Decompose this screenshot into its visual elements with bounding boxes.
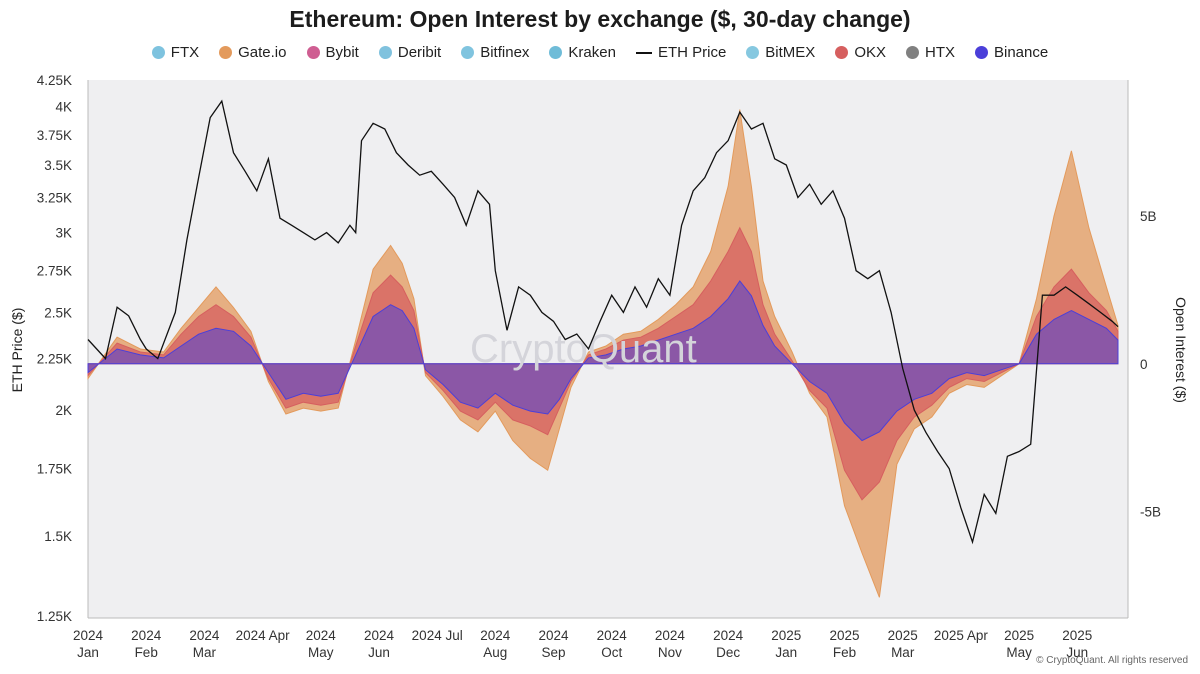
legend-label: Bitfinex bbox=[480, 44, 530, 61]
x-tick-month-label: Feb bbox=[135, 645, 158, 660]
dot-swatch-icon bbox=[835, 46, 849, 59]
dot-swatch-icon bbox=[378, 46, 392, 59]
legend-item-ftx[interactable]: FTX bbox=[151, 44, 200, 61]
left-tick-label: 2K bbox=[55, 403, 72, 418]
x-tick-label: 2025 Apr bbox=[934, 628, 989, 643]
legend-label: Gate.io bbox=[238, 44, 287, 61]
legend-item-bitmex[interactable]: BitMEX bbox=[746, 44, 815, 61]
left-tick-label: 2.5K bbox=[44, 305, 72, 320]
x-axis-ticks: 2024 Jan 2024 Feb 2024 Mar 2024 Apr 2024 May 2024… bbox=[73, 628, 1092, 660]
legend-label: Bybit bbox=[325, 44, 359, 61]
dot-swatch-icon bbox=[306, 46, 320, 59]
x-tick-month-label: Dec bbox=[716, 645, 740, 660]
left-tick-label: 1.75K bbox=[37, 462, 72, 477]
legend-item-binance[interactable]: Binance bbox=[975, 44, 1048, 61]
legend-item-htx[interactable]: HTX bbox=[906, 44, 955, 61]
dot-swatch-icon bbox=[549, 46, 563, 59]
x-tick-label: 2024 bbox=[306, 628, 337, 643]
x-tick-label: 2025 bbox=[1004, 628, 1034, 643]
left-tick-label: 3.25K bbox=[37, 191, 72, 206]
dot-swatch-icon bbox=[219, 46, 233, 59]
legend-label: BitMEX bbox=[765, 44, 816, 61]
legend-item-bitfinex[interactable]: Bitfinex bbox=[461, 44, 529, 61]
x-tick-month-label: Sep bbox=[541, 645, 565, 660]
left-tick-label: 2.75K bbox=[37, 264, 72, 279]
legend-item-okx[interactable]: OKX bbox=[835, 44, 886, 61]
legend-item-gate-io[interactable]: Gate.io bbox=[219, 44, 287, 61]
x-tick-label: 2024 bbox=[713, 628, 744, 643]
left-tick-label: 4.25K bbox=[37, 73, 72, 88]
x-tick-month-label: Mar bbox=[891, 645, 915, 660]
x-tick-month-label: Nov bbox=[658, 645, 682, 660]
x-tick-label: 2024 bbox=[73, 628, 104, 643]
dot-swatch-icon bbox=[151, 46, 165, 59]
x-tick-label: 2024 bbox=[655, 628, 686, 643]
left-tick-label: 2.25K bbox=[37, 352, 72, 367]
x-tick-label: 2024 bbox=[480, 628, 511, 643]
right-tick-label: 0 bbox=[1140, 357, 1148, 372]
right-tick-label: 5B bbox=[1140, 209, 1157, 224]
legend-item-bybit[interactable]: Bybit bbox=[306, 44, 359, 61]
series-eth-price bbox=[87, 99, 1119, 545]
legend-item-kraken[interactable]: Kraken bbox=[549, 44, 616, 61]
x-tick-month-label: Aug bbox=[483, 645, 507, 660]
legend-item-deribit[interactable]: Deribit bbox=[378, 44, 442, 61]
x-tick-label: 2025 bbox=[888, 628, 918, 643]
x-tick-label: 2024 bbox=[131, 628, 162, 643]
legend-label: Binance bbox=[994, 44, 1049, 61]
legend-label: HTX bbox=[925, 44, 955, 61]
x-tick-label: 2024 Jul bbox=[412, 628, 463, 643]
right-axis-ticks: -5B 0 5B bbox=[1140, 209, 1161, 520]
x-tick-month-label: May bbox=[1006, 645, 1032, 660]
open-interest-areas bbox=[87, 109, 1119, 598]
dot-swatch-icon bbox=[461, 46, 475, 59]
x-tick-label: 2024 bbox=[189, 628, 220, 643]
x-tick-label: 2025 bbox=[771, 628, 801, 643]
legend-label: Deribit bbox=[397, 44, 442, 61]
left-axis-ticks: 1.25K 1.5K 1.75K 2K 2.25K 2.5K 2.75K 3K 3.25K 3.5… bbox=[37, 73, 72, 624]
legend-item-eth-price[interactable]: ETH Price bbox=[635, 44, 727, 61]
left-tick-label: 3K bbox=[55, 226, 72, 241]
legend-label: OKX bbox=[854, 44, 886, 61]
x-tick-month-label: Jan bbox=[775, 645, 797, 660]
copyright-notice: © CryptoQuant. All rights reserved bbox=[1036, 655, 1188, 666]
x-tick-month-label: Feb bbox=[833, 645, 856, 660]
x-tick-label: 2025 bbox=[1062, 628, 1092, 643]
right-tick-label: -5B bbox=[1140, 505, 1161, 520]
x-tick-label: 2024 Apr bbox=[236, 628, 291, 643]
legend-label: Kraken bbox=[568, 44, 616, 61]
x-tick-label: 2024 bbox=[364, 628, 395, 643]
x-tick-label: 2024 bbox=[538, 628, 569, 643]
x-tick-month-label: Jan bbox=[77, 645, 99, 660]
dot-swatch-icon bbox=[906, 46, 919, 59]
legend-label: FTX bbox=[170, 44, 200, 61]
left-tick-label: 1.5K bbox=[44, 529, 72, 544]
x-tick-month-label: Jun bbox=[1066, 645, 1088, 660]
x-tick-month-label: May bbox=[308, 645, 334, 660]
left-tick-label: 3.5K bbox=[44, 158, 72, 173]
dot-swatch-icon bbox=[746, 46, 760, 59]
x-tick-label: 2025 bbox=[829, 628, 859, 643]
left-tick-label: 4K bbox=[55, 100, 72, 115]
left-axis-label: ETH Price ($) bbox=[9, 308, 25, 393]
dot-swatch-icon bbox=[975, 46, 988, 59]
legend: FTX Gate.io Bybit Deribit Bitfinex Kraken ETH … bbox=[0, 44, 1200, 61]
chart-title: Ethereum: Open Interest by exchange ($, … bbox=[289, 6, 911, 32]
eth-price-line bbox=[87, 99, 1119, 545]
area-binance bbox=[87, 280, 1119, 442]
x-tick-label: 2024 bbox=[597, 628, 628, 643]
x-tick-month-label: Jun bbox=[368, 645, 390, 660]
x-tick-month-label: Oct bbox=[601, 645, 622, 660]
left-tick-label: 3.75K bbox=[37, 128, 72, 143]
legend-label: ETH Price bbox=[657, 44, 727, 61]
line-swatch-icon bbox=[635, 51, 652, 54]
left-tick-label: 1.25K bbox=[37, 609, 72, 624]
right-axis-label: Open Interest ($) bbox=[1173, 297, 1189, 403]
watermark: CryptoQuant bbox=[470, 327, 697, 371]
x-tick-month-label: Mar bbox=[193, 645, 217, 660]
